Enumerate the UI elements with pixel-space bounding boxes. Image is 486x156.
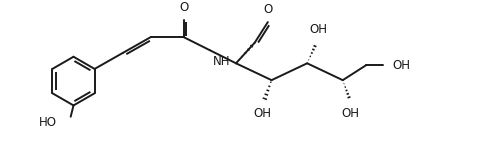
Text: HO: HO (39, 116, 57, 129)
Text: OH: OH (341, 107, 359, 120)
Text: O: O (179, 1, 188, 14)
Text: NH: NH (212, 55, 230, 68)
Text: OH: OH (392, 59, 410, 72)
Text: OH: OH (253, 107, 271, 120)
Text: O: O (263, 2, 273, 16)
Text: OH: OH (310, 23, 328, 36)
